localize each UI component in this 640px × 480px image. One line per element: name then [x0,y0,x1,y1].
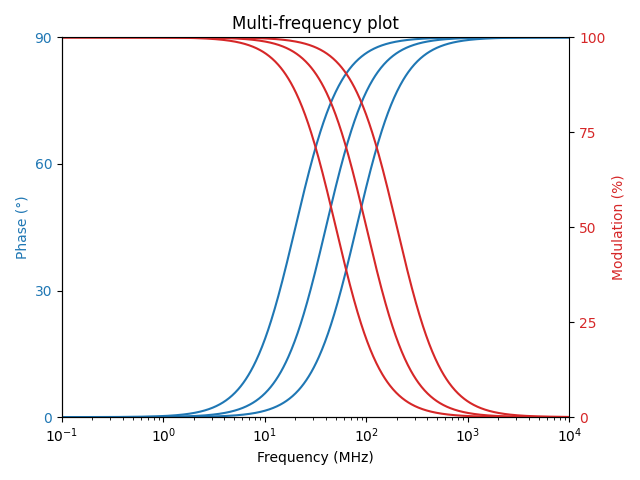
Y-axis label: Modulation (%): Modulation (%) [611,174,625,280]
X-axis label: Frequency (MHz): Frequency (MHz) [257,451,374,465]
Title: Multi-frequency plot: Multi-frequency plot [232,15,399,33]
Y-axis label: Phase (°): Phase (°) [15,195,29,259]
